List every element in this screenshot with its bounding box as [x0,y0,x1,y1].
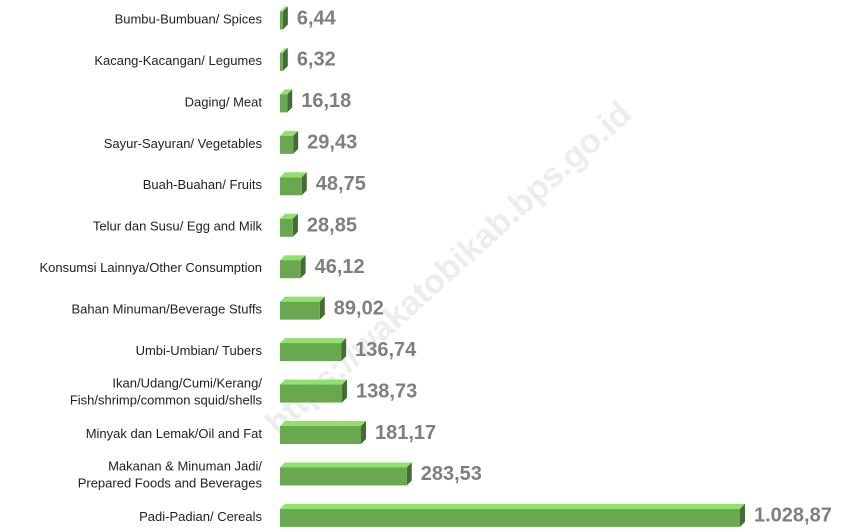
bar-side [292,213,298,237]
value-label: 28,85 [307,215,357,237]
bar [280,421,366,444]
category-label-line: Ikan/Udang/Cumi/Kerang/ [112,376,262,391]
bar-side [406,462,412,486]
bar [280,47,288,71]
bar-top [280,47,288,53]
bar [280,379,348,403]
bar-front [280,426,361,444]
bar [280,130,299,154]
bar-front [280,301,320,320]
category-label: Konsumsi Lainnya/Other Consumption [39,260,262,275]
bar-top [280,255,306,261]
bar-side [342,379,348,403]
bar-top [280,338,347,344]
bar-front [280,94,288,113]
bar-top [280,89,293,95]
bar-side [287,89,293,113]
value-label: 136,74 [355,339,417,361]
value-label: 6,32 [297,49,336,71]
bar-side [293,130,299,154]
bar-front [280,135,294,154]
bar-top [280,503,745,509]
bar-front [280,260,301,279]
value-label: 138,73 [356,380,417,402]
bar [280,296,325,320]
bar [280,503,745,527]
bar-front [280,508,740,527]
category-label: Minyak dan Lemak/Oil and Fat [86,426,263,441]
bar-side [282,47,288,71]
value-label: 181,17 [375,422,436,444]
bar [280,213,298,237]
bar-side [319,296,325,320]
category-label-line: Fish/shrimp/common squid/shells [70,393,263,408]
category-label-line: Makanan & Minuman Jadi/ [108,459,262,474]
bar-front [280,467,407,486]
bar-top [280,130,299,136]
bar-top [280,296,325,302]
category-label: Buah-Buahan/ Fruits [143,177,263,192]
bar-top [280,379,348,385]
bar-side [301,172,307,196]
category-label-line: Prepared Foods and Beverages [78,476,263,491]
value-label: 89,02 [334,297,384,319]
bar-front [280,218,293,237]
category-label: Bahan Minuman/Beverage Stuffs [71,302,262,317]
category-label: Kacang-Kacangan/ Legumes [94,53,262,68]
category-label: Bumbu-Bumbuan/ Spices [115,11,263,26]
category-label: Ikan/Udang/Cumi/Kerang/Fish/shrimp/commo… [70,376,263,408]
category-label: Umbi-Umbian/ Tubers [136,343,263,358]
category-label: Daging/ Meat [185,94,263,109]
category-label: Sayur-Sayuran/ Vegetables [104,136,263,151]
value-label: 283,53 [421,463,482,485]
value-label: 6,44 [297,7,337,29]
bar-top [280,213,298,219]
bar [280,338,347,362]
category-label: Telur dan Susu/ Egg and Milk [93,219,263,234]
bar [280,6,288,30]
bar-top [280,462,412,468]
bar-top [280,6,288,12]
value-label: 29,43 [307,132,357,154]
value-label: 1.028,87 [754,505,832,527]
bar-front [280,52,283,71]
bar-front [280,384,343,403]
bar [280,255,306,279]
value-label: 46,12 [315,256,365,278]
value-label: 48,75 [316,173,366,195]
category-label: Makanan & Minuman Jadi/Prepared Foods an… [78,459,263,491]
bar-front [280,177,302,196]
bar-front [280,11,283,30]
category-label: Padi-Padian/ Cereals [139,509,262,524]
bar-front [280,343,342,362]
bar-top [280,172,307,178]
bar-side [341,338,347,362]
bar-top [280,421,366,426]
bar [280,172,307,196]
bar [280,462,412,486]
bar-side [360,421,366,444]
bar-side [300,255,306,279]
bar [280,89,293,113]
value-label: 16,18 [301,90,351,112]
bar-side [740,503,745,527]
bar-side [282,6,288,30]
